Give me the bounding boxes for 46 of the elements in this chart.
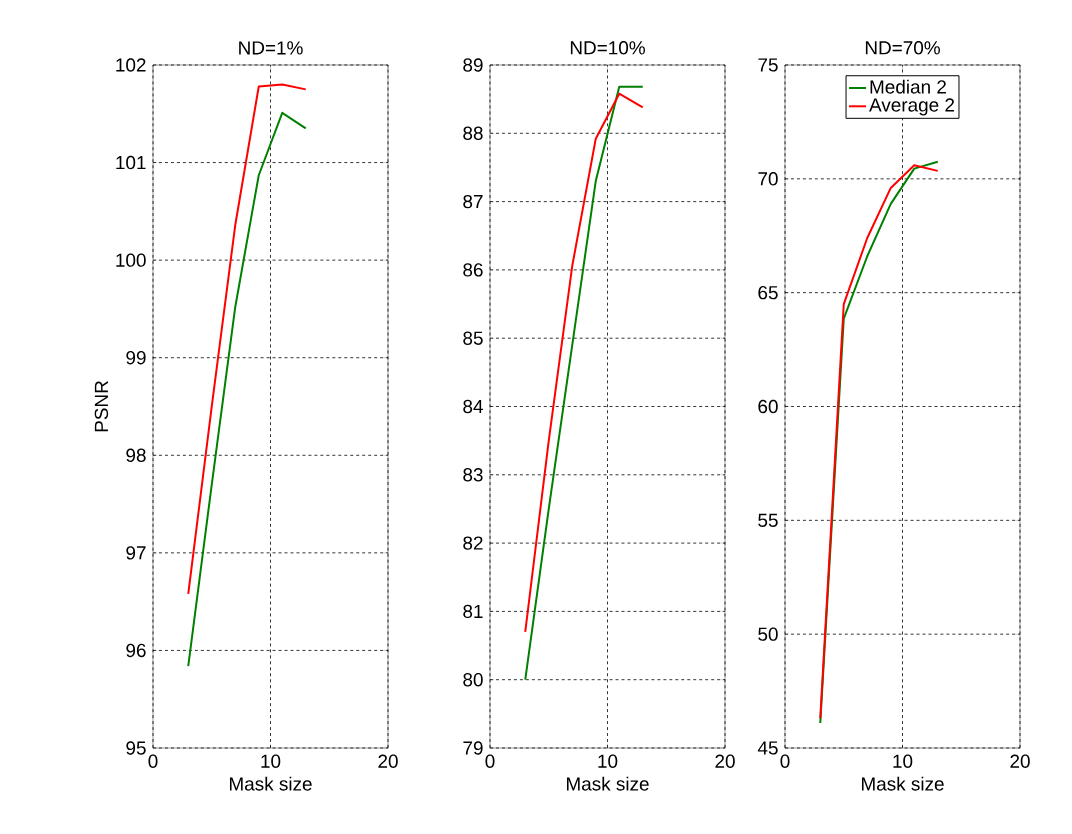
y-tick-label: 79 bbox=[463, 741, 483, 755]
x-tick-label: 0 bbox=[148, 754, 158, 768]
y-axis-title: PSNR bbox=[94, 381, 109, 432]
x-tick-label: 10 bbox=[893, 754, 913, 768]
y-tick-label: 65 bbox=[758, 285, 778, 300]
y-tick-label: 98 bbox=[126, 448, 146, 462]
x-tick-label: 10 bbox=[598, 754, 618, 768]
y-tick-label: 45 bbox=[757, 741, 778, 755]
y-tick-label: 84 bbox=[463, 399, 483, 414]
line-series bbox=[187, 83, 307, 595]
y-tick-label: 85 bbox=[463, 331, 483, 345]
x-tick-label: 20 bbox=[715, 754, 735, 768]
x-axis-title: Mask size bbox=[566, 776, 649, 791]
y-tick-label: 80 bbox=[463, 673, 483, 687]
y-tick-label: 83 bbox=[463, 468, 483, 482]
y-tick-label: 70 bbox=[758, 172, 778, 186]
y-tick-label: 82 bbox=[463, 536, 483, 550]
y-tick-label: 81 bbox=[463, 604, 483, 619]
chart-title: ND=10% bbox=[570, 41, 645, 55]
y-tick-label: 88 bbox=[463, 126, 483, 140]
y-tick-label: 89 bbox=[463, 58, 483, 72]
x-tick-label: 0 bbox=[485, 754, 495, 768]
y-tick-label: 97 bbox=[126, 546, 146, 560]
y-tick-label: 87 bbox=[463, 194, 483, 209]
x-tick-label: 10 bbox=[261, 754, 281, 768]
y-tick-label: 75 bbox=[758, 58, 778, 72]
line-series bbox=[187, 111, 307, 668]
x-tick-label: 0 bbox=[780, 754, 790, 768]
x-axis-title: Mask size bbox=[861, 776, 944, 791]
y-tick-label: 96 bbox=[126, 643, 146, 658]
y-tick-label: 60 bbox=[758, 399, 778, 414]
y-tick-label: 50 bbox=[758, 627, 778, 641]
y-tick-label: 86 bbox=[463, 263, 483, 277]
x-tick-label: 20 bbox=[378, 754, 398, 768]
legend-label: Average 2 bbox=[869, 98, 955, 116]
y-tick-label: 55 bbox=[758, 513, 778, 527]
y-tick-label: 100 bbox=[116, 253, 146, 267]
chart-title: ND=70% bbox=[865, 41, 940, 55]
x-axis-title: Mask size bbox=[229, 776, 312, 791]
x-tick-label: 20 bbox=[1010, 754, 1030, 768]
y-tick-label: 99 bbox=[126, 351, 146, 365]
y-tick-label: 102 bbox=[116, 58, 146, 72]
y-tick-label: 95 bbox=[126, 741, 146, 755]
chart-title: ND=1% bbox=[239, 41, 303, 55]
y-tick-label: 101 bbox=[116, 155, 146, 170]
legend-label: Median 2 bbox=[870, 79, 946, 94]
